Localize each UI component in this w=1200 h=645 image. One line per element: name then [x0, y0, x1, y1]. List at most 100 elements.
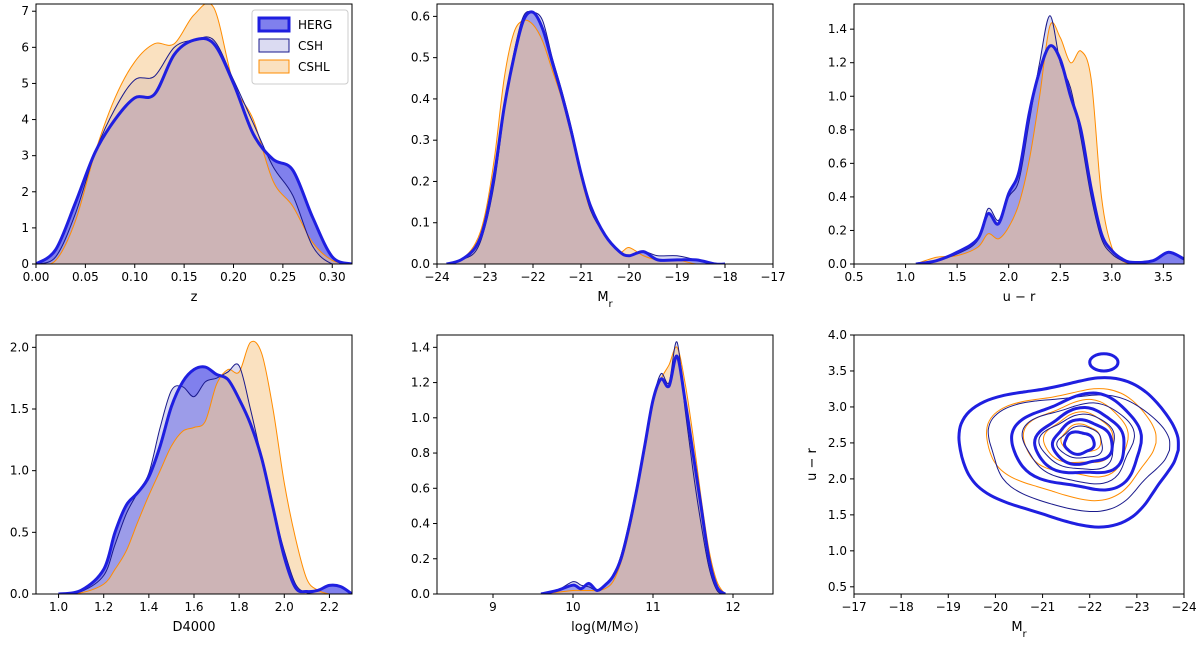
plot-area	[540, 341, 726, 594]
y-tick-label: 0.4	[411, 92, 430, 106]
legend-swatch-herg	[257, 16, 291, 33]
series-line-herg	[540, 354, 726, 594]
x-tick-label: −18	[712, 270, 737, 284]
y-tick-label: 0.8	[828, 123, 847, 137]
axes-frame	[853, 3, 1185, 265]
x-tick-label: 2.2	[320, 600, 339, 614]
axes-frame	[436, 334, 774, 595]
x-tick-label: 1.8	[230, 600, 249, 614]
y-tick-label: 5	[21, 76, 29, 90]
x-tick-label: −21	[568, 270, 593, 284]
plot-area	[58, 340, 352, 594]
x-tick-label: 10	[565, 600, 580, 614]
x-tick-label: 0.00	[23, 270, 50, 284]
x-axis-label: z	[191, 290, 198, 305]
x-tick-label: 2.0	[999, 270, 1018, 284]
y-tick-label: 0.6	[411, 9, 430, 23]
x-tick-label: −23	[1124, 600, 1149, 614]
plot-area	[915, 15, 1184, 264]
contour-csh	[1038, 413, 1115, 470]
panel-2: −24 −23 −22 −21 −20 −19 −18 −17 0.0 0.1 0.2 0.3 0.4 0…	[411, 3, 786, 310]
y-tick-label: 1.2	[828, 56, 847, 70]
y-tick-label: 1.0	[411, 411, 430, 425]
x-axis-label: Mr	[597, 290, 613, 310]
x-axis-label: Mr	[1011, 620, 1027, 640]
y-tick-label: 0.4	[411, 517, 430, 531]
series-line-herg	[446, 10, 725, 264]
legend-label-cshl: CSHL	[298, 60, 330, 74]
area-fill-cshl	[446, 20, 725, 264]
area-fill-cshl	[541, 346, 725, 594]
y-tick-label: 0.5	[10, 525, 29, 539]
contour-herg	[1010, 391, 1143, 492]
area-fill-cshl	[36, 4, 352, 264]
x-tick-label: 11	[645, 600, 660, 614]
legend-swatch-csh	[258, 38, 290, 53]
y-tick-label: 6	[21, 40, 29, 54]
legend-swatch-cshl	[258, 59, 290, 74]
contour-herg	[1062, 430, 1096, 456]
panel-5: 9 10 11 12 0.0 0.2 0.4 0.6 0.8 1.0 1.2 1.4 log(M/M⊙)	[411, 334, 774, 635]
x-tick-label: −19	[664, 270, 689, 284]
legend-label-csh: CSH	[298, 39, 323, 53]
x-tick-label: −23	[472, 270, 497, 284]
y-tick-label: 3.5	[828, 364, 847, 378]
x-tick-label: −18	[888, 600, 913, 614]
x-tick-label: −24	[424, 270, 449, 284]
y-tick-label: 0.5	[411, 51, 430, 65]
x-tick-label: 0.25	[270, 270, 297, 284]
x-tick-label: −17	[841, 600, 866, 614]
contour-csh	[1021, 402, 1135, 485]
contour-herg	[1033, 405, 1126, 475]
y-tick-label: 2	[21, 185, 29, 199]
y-tick-label: 0.1	[411, 216, 430, 230]
y-tick-label: 0.6	[411, 481, 430, 495]
x-tick-label: −22	[1077, 600, 1102, 614]
area-fill-cshl	[915, 22, 1184, 264]
plot-area	[446, 10, 725, 264]
y-tick-label: 1.5	[828, 508, 847, 522]
x-tick-label: −22	[520, 270, 545, 284]
x-axis-label: u − r	[1003, 290, 1036, 305]
y-tick-label: 1.0	[828, 89, 847, 103]
axes-frame	[436, 3, 774, 265]
x-tick-label: −20	[983, 600, 1008, 614]
y-tick-label: 1.5	[10, 402, 29, 416]
x-tick-label: −17	[760, 270, 785, 284]
x-axis-label: log(M/M⊙)	[571, 620, 639, 635]
contour-cshl	[986, 388, 1157, 502]
x-tick-label: 2.0	[275, 600, 294, 614]
x-tick-label: 1.0	[49, 600, 68, 614]
series-line-herg	[915, 44, 1184, 264]
y-tick-label: 0.0	[411, 587, 430, 601]
y-tick-label: 0.2	[411, 552, 430, 566]
y-tick-label: 4	[21, 113, 29, 127]
plot-area	[36, 4, 352, 264]
contour-csh	[1056, 425, 1103, 459]
x-tick-label: 3.5	[1154, 270, 1173, 284]
y-tick-label: 0.2	[411, 174, 430, 188]
y-tick-label: 0.6	[828, 156, 847, 170]
y-tick-label: 0	[21, 257, 29, 271]
series-line-herg	[36, 37, 352, 264]
x-tick-label: 3.0	[1102, 270, 1121, 284]
x-tick-label: 0.10	[121, 270, 148, 284]
x-tick-label: 9	[489, 600, 497, 614]
y-tick-label: 0.0	[828, 257, 847, 271]
x-tick-label: 2.5	[1051, 270, 1070, 284]
x-tick-label: 0.05	[72, 270, 99, 284]
x-tick-label: 0.20	[220, 270, 247, 284]
x-tick-label: 1.0	[896, 270, 915, 284]
y-tick-label: 0.0	[10, 587, 29, 601]
contour-csh	[987, 394, 1171, 513]
x-tick-label: −20	[616, 270, 641, 284]
y-tick-label: 3	[21, 149, 29, 163]
y-tick-label: 3.0	[828, 400, 847, 414]
x-tick-label: 0.5	[844, 270, 863, 284]
legend-label-herg: HERG	[298, 18, 332, 32]
contour-island-herg	[1088, 352, 1120, 373]
y-tick-label: 0.0	[411, 257, 430, 271]
axes-frame	[853, 334, 1185, 595]
y-tick-label: 1	[21, 221, 29, 235]
x-axis-label: D4000	[172, 620, 215, 635]
